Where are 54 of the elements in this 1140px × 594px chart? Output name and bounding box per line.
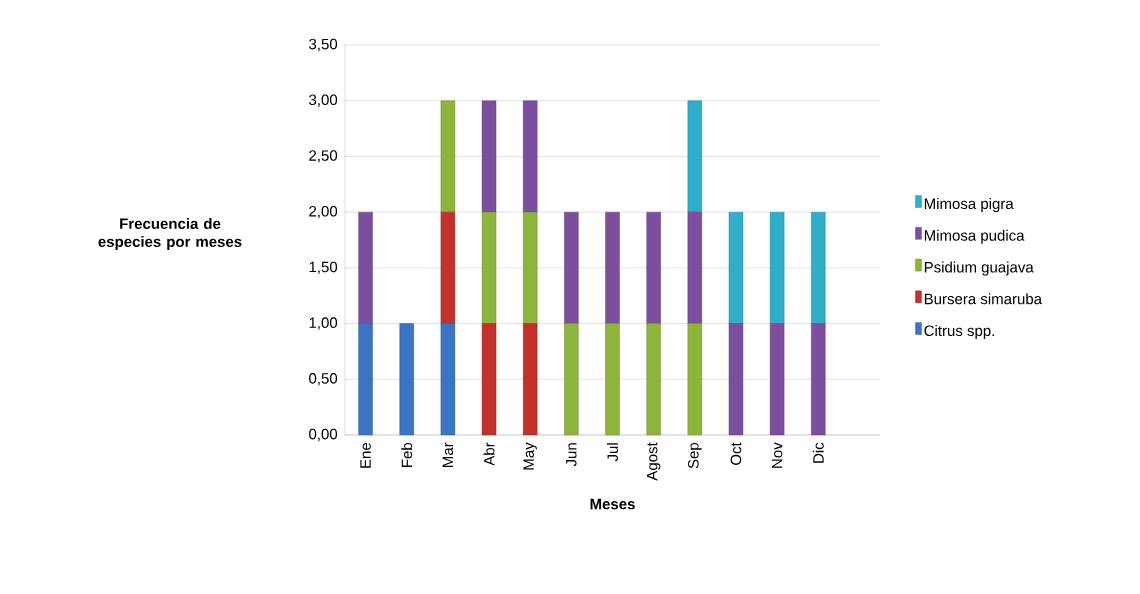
y-tick-label: 3,00	[309, 94, 338, 107]
legend-label: Citrus spp.	[924, 325, 994, 339]
y-tick-label: 0,00	[309, 428, 338, 442]
legend-label: Bursera simaruba	[924, 293, 1043, 305]
bar	[523, 100, 538, 213]
bar	[481, 211, 497, 324]
y-tick-label: 2,00	[309, 205, 338, 219]
bar	[440, 100, 456, 213]
bar	[605, 323, 620, 436]
bar	[358, 323, 373, 436]
x-tick-label: Mar	[442, 442, 454, 467]
bar	[399, 323, 414, 436]
bar	[687, 211, 703, 324]
bar	[769, 211, 785, 324]
y-tick-label: 0,50	[309, 373, 338, 386]
bar	[728, 211, 744, 324]
x-tick-label: Jul	[607, 443, 619, 462]
x-tick-label: Dic	[812, 442, 824, 463]
bar	[481, 323, 497, 436]
bar	[564, 323, 579, 436]
bar	[811, 323, 826, 436]
x-tick-label: Ene	[360, 442, 371, 468]
bar	[440, 323, 456, 436]
bar	[564, 211, 579, 324]
x-tick-label: Sep	[688, 442, 702, 469]
legend-label: Psidium guajava	[924, 261, 1034, 276]
bar	[358, 211, 373, 324]
bar	[523, 323, 538, 436]
legend-label: Mimosa pigra	[924, 198, 1014, 212]
bar	[646, 211, 661, 324]
x-tick-label: Oct	[730, 442, 742, 465]
x-tick-label: Nov	[771, 442, 783, 468]
y-tick-label: 3,50	[309, 38, 338, 52]
y-axis-title: Frecuencia de especies por meses	[98, 217, 242, 250]
x-tick-label: Feb	[401, 442, 413, 467]
bar	[811, 211, 826, 324]
bar	[687, 323, 703, 436]
bar	[481, 100, 497, 213]
bar	[523, 211, 538, 324]
y-tick-label: 1,00	[309, 317, 338, 330]
x-tick-label: May	[523, 442, 537, 470]
x-tick-label: Abr	[483, 442, 495, 466]
bar	[769, 323, 785, 436]
x-tick-label: Agost	[646, 442, 661, 481]
y-tick-label: 1,50	[309, 261, 338, 275]
x-tick-label: Jun	[566, 443, 577, 467]
bar	[440, 211, 456, 324]
legend-label: Mimosa pudica	[924, 229, 1025, 244]
bar	[605, 211, 620, 324]
y-tick-label: 2,50	[309, 150, 338, 163]
bar	[687, 100, 703, 213]
x-axis-title: Meses	[590, 498, 635, 510]
bar	[728, 323, 744, 436]
bar	[646, 323, 661, 436]
